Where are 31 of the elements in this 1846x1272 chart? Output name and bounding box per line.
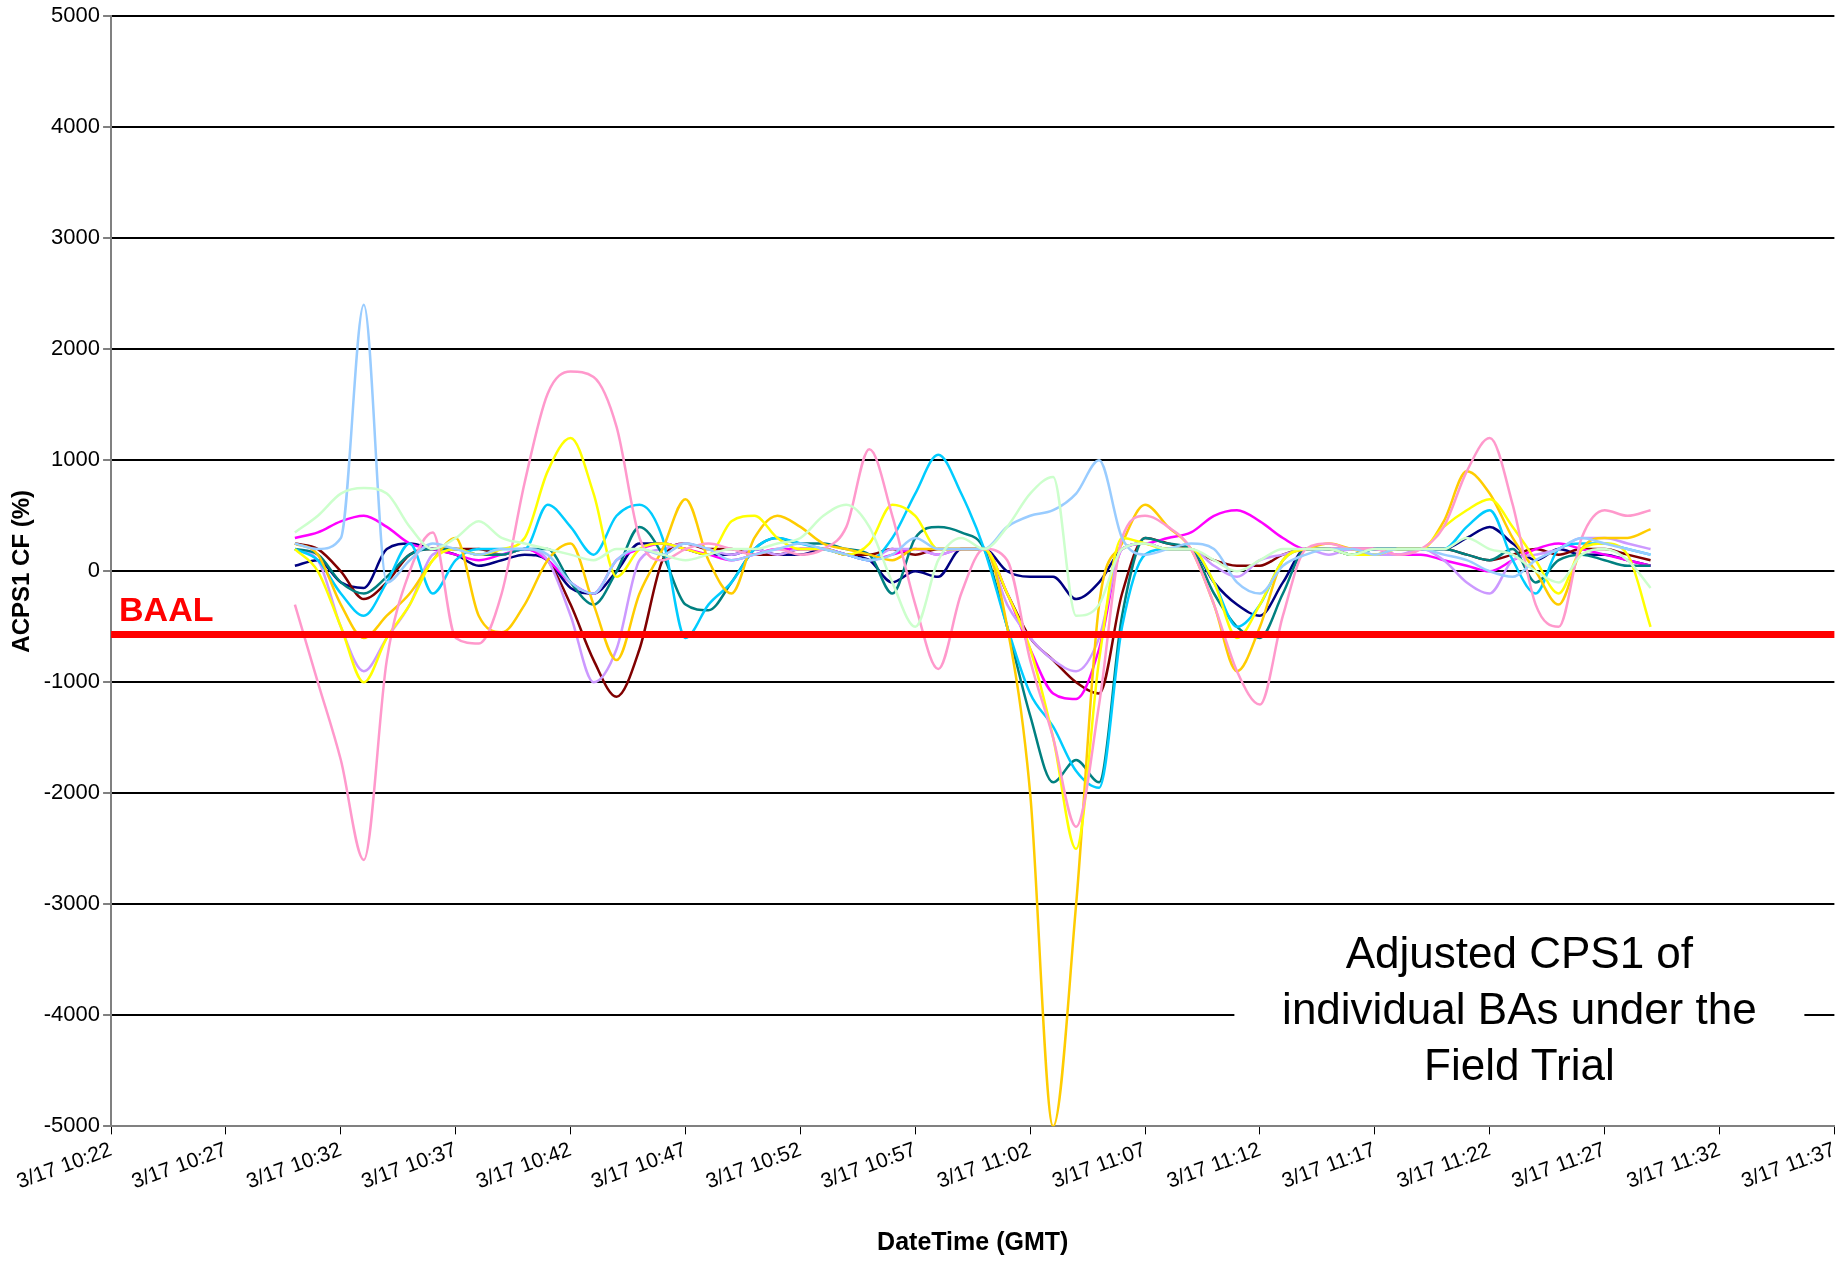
y-tick-label: 0 (87, 557, 101, 583)
x-tick-label: 3/17 10:52 (702, 1136, 804, 1193)
y-tick-label: 5000 (51, 2, 101, 28)
x-tick-label: 3/17 11:02 (933, 1136, 1034, 1192)
x-tick-label: 3/17 11:07 (1048, 1136, 1149, 1192)
x-tick-label: 3/17 10:37 (357, 1136, 460, 1193)
x-tick-label: 3/17 10:27 (128, 1136, 230, 1193)
y-tick-label: 4000 (51, 113, 101, 139)
x-tick-label: 3/17 11:22 (1393, 1136, 1494, 1192)
y-tick-label: -5000 (43, 1112, 101, 1138)
y-tick-label: -1000 (43, 668, 101, 694)
ref-line-label: BAAL (119, 589, 214, 628)
y-tick-label: -4000 (43, 1001, 101, 1027)
x-tick-label: 3/17 11:37 (1738, 1136, 1838, 1192)
y-axis-title: ACPS1 CF (%) (7, 489, 35, 653)
x-tick-label: 3/17 11:12 (1163, 1136, 1264, 1192)
y-tick-label: -2000 (43, 779, 101, 805)
x-tick-label: 3/17 10:42 (472, 1136, 574, 1193)
y-tick-label: 2000 (51, 335, 101, 361)
x-tick-label: 3/17 10:32 (243, 1136, 345, 1193)
y-tick-label: 1000 (51, 446, 101, 472)
x-tick-label: 3/17 11:32 (1623, 1136, 1723, 1192)
y-tick-label: 3000 (51, 224, 101, 250)
x-tick-label: 3/17 11:17 (1278, 1136, 1379, 1192)
x-tick-label: 3/17 10:22 (13, 1136, 115, 1193)
y-tick-label: -3000 (43, 890, 101, 916)
x-tick-label: 3/17 11:27 (1508, 1136, 1608, 1192)
x-tick-label: 3/17 10:47 (587, 1136, 689, 1193)
annotation: Adjusted CPS1 of individual BAs under the Field Trial (1282, 927, 1757, 1089)
x-axis-title: DateTime (GMT) (877, 1226, 1069, 1255)
x-tick-label: 3/17 10:57 (817, 1136, 919, 1193)
